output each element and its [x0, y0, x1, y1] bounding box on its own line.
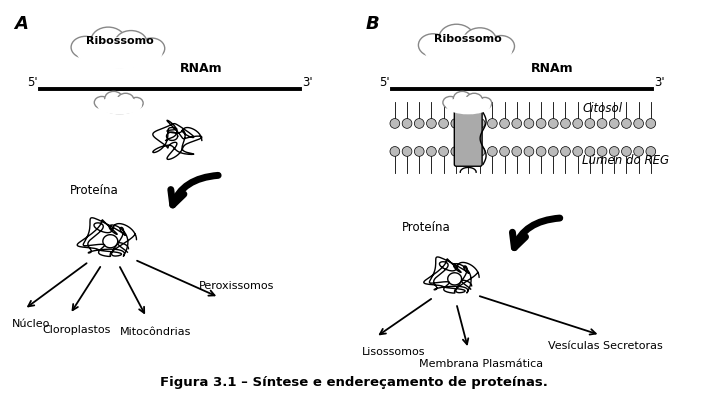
Ellipse shape — [439, 24, 474, 52]
Text: Núcleo: Núcleo — [12, 319, 51, 329]
Circle shape — [475, 119, 485, 128]
Text: Proteína: Proteína — [401, 221, 450, 234]
Circle shape — [622, 119, 632, 128]
Circle shape — [561, 147, 571, 156]
Ellipse shape — [97, 97, 142, 114]
Text: RNAm: RNAm — [180, 62, 222, 75]
Circle shape — [573, 119, 583, 128]
Circle shape — [390, 119, 400, 128]
Circle shape — [634, 147, 644, 156]
Ellipse shape — [424, 35, 512, 67]
Ellipse shape — [76, 37, 162, 69]
Circle shape — [610, 147, 619, 156]
Circle shape — [414, 119, 424, 128]
Text: Lisossomos: Lisossomos — [362, 347, 426, 357]
Text: Ribossomo: Ribossomo — [86, 36, 154, 46]
Ellipse shape — [443, 97, 458, 109]
Ellipse shape — [94, 97, 109, 109]
Ellipse shape — [453, 91, 472, 106]
Circle shape — [439, 119, 448, 128]
Ellipse shape — [466, 93, 483, 107]
Text: Cloroplastos: Cloroplastos — [42, 325, 110, 335]
Ellipse shape — [139, 38, 165, 59]
Circle shape — [488, 119, 497, 128]
Circle shape — [597, 147, 607, 156]
Circle shape — [402, 147, 412, 156]
Circle shape — [463, 119, 473, 128]
Circle shape — [488, 147, 497, 156]
Circle shape — [414, 147, 424, 156]
Text: Mitocôndrias: Mitocôndrias — [120, 327, 191, 337]
FancyBboxPatch shape — [455, 111, 482, 166]
Ellipse shape — [478, 97, 492, 109]
Text: Figura 3.1 – Síntese e endereçamento de proteínas.: Figura 3.1 – Síntese e endereçamento de … — [160, 376, 548, 389]
Ellipse shape — [103, 101, 136, 114]
Circle shape — [536, 147, 546, 156]
Ellipse shape — [446, 97, 491, 114]
Circle shape — [451, 119, 461, 128]
Circle shape — [561, 119, 571, 128]
Circle shape — [573, 147, 583, 156]
Circle shape — [549, 119, 558, 128]
Circle shape — [500, 147, 510, 156]
Text: 5': 5' — [28, 76, 38, 89]
Ellipse shape — [418, 34, 447, 57]
Text: A: A — [14, 15, 28, 33]
Circle shape — [585, 147, 595, 156]
Circle shape — [585, 119, 595, 128]
Circle shape — [634, 119, 644, 128]
Circle shape — [549, 147, 558, 156]
Circle shape — [500, 119, 510, 128]
Ellipse shape — [452, 101, 484, 114]
Text: RNAm: RNAm — [531, 62, 574, 75]
Text: Proteína: Proteína — [70, 183, 119, 197]
Ellipse shape — [118, 93, 134, 107]
Circle shape — [610, 119, 619, 128]
Circle shape — [439, 147, 448, 156]
Circle shape — [536, 119, 546, 128]
Ellipse shape — [115, 31, 147, 55]
Ellipse shape — [436, 42, 501, 66]
Circle shape — [646, 119, 656, 128]
Ellipse shape — [88, 44, 151, 67]
Circle shape — [622, 147, 632, 156]
Circle shape — [646, 147, 656, 156]
Ellipse shape — [130, 97, 143, 109]
Circle shape — [524, 119, 534, 128]
Text: Ribossomo: Ribossomo — [434, 34, 502, 44]
Text: 3': 3' — [654, 76, 665, 89]
Circle shape — [426, 119, 436, 128]
Circle shape — [524, 147, 534, 156]
Circle shape — [475, 147, 485, 156]
Circle shape — [512, 147, 522, 156]
Ellipse shape — [488, 36, 515, 57]
Ellipse shape — [464, 28, 496, 53]
Circle shape — [451, 147, 461, 156]
Ellipse shape — [91, 27, 125, 54]
Circle shape — [463, 147, 473, 156]
Ellipse shape — [71, 36, 100, 58]
Text: 5': 5' — [379, 76, 389, 89]
Ellipse shape — [105, 91, 122, 106]
Text: Membrana Plasmática: Membrana Plasmática — [418, 359, 542, 369]
Circle shape — [402, 119, 412, 128]
Text: Vesículas Secretoras: Vesículas Secretoras — [548, 341, 663, 351]
Text: 3': 3' — [302, 76, 313, 89]
Circle shape — [597, 119, 607, 128]
Circle shape — [512, 119, 522, 128]
Circle shape — [426, 147, 436, 156]
Circle shape — [390, 147, 400, 156]
Text: B: B — [366, 15, 379, 33]
Text: Citosol: Citosol — [583, 102, 622, 115]
Text: Lúmen do REG: Lúmen do REG — [583, 154, 670, 167]
Text: Peroxissomos: Peroxissomos — [199, 281, 275, 291]
